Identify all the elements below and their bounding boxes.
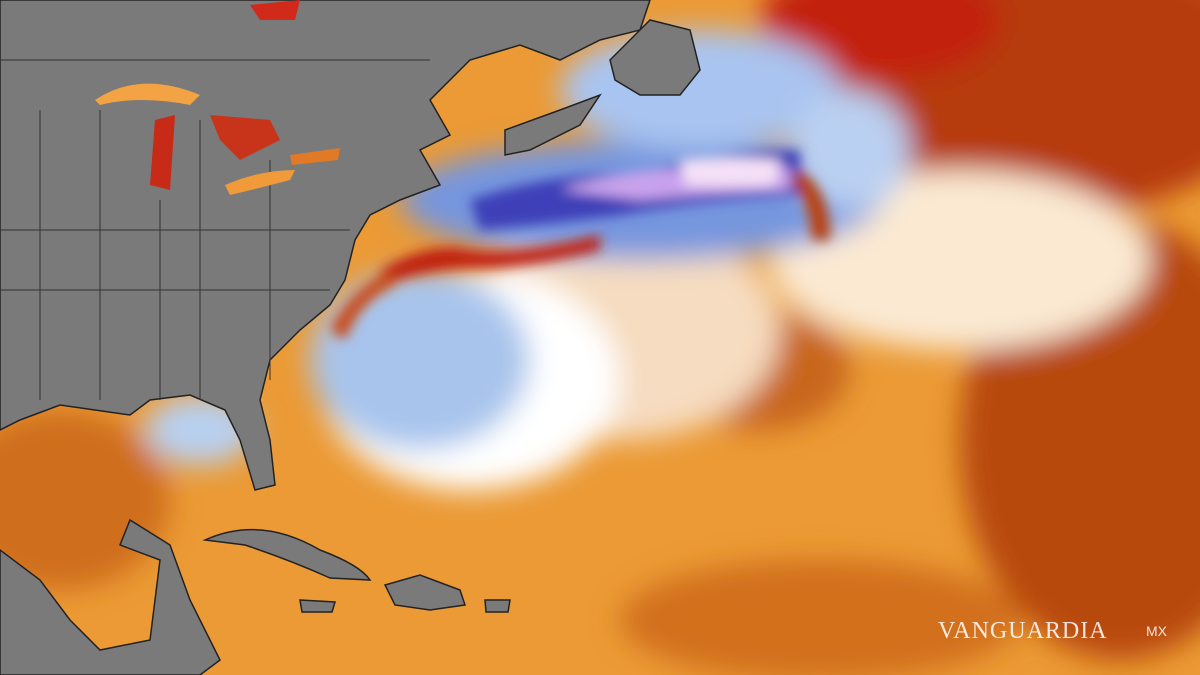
hispaniola <box>383 574 466 611</box>
watermark-suffix: MX <box>1146 623 1168 639</box>
newfoundland <box>609 19 701 96</box>
anomaly-detail <box>330 150 830 340</box>
nova-scotia <box>504 93 602 156</box>
jamaica <box>299 599 336 613</box>
borders <box>0 59 430 400</box>
great-lakes <box>95 0 340 195</box>
puerto-rico <box>484 599 511 613</box>
watermark-brand: VANGUARDIA <box>938 618 1108 644</box>
mexico-central-america <box>0 518 221 675</box>
cuba <box>202 528 372 581</box>
